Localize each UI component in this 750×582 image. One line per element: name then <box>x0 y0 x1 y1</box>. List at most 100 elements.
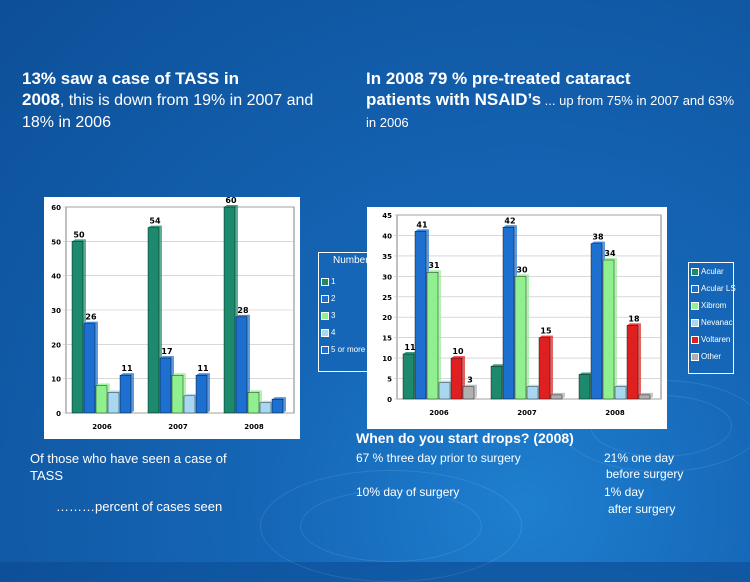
data-label: 60 <box>225 197 237 205</box>
bar-side <box>550 335 553 399</box>
bar <box>71 241 84 414</box>
bar <box>450 357 463 400</box>
bar <box>514 276 527 400</box>
data-label: 38 <box>592 233 604 242</box>
y-tick-label: 5 <box>387 376 392 384</box>
drops-title: When do you start drops? (2008) <box>356 430 574 446</box>
bar <box>159 357 172 414</box>
tass-cases-chart: 0 10 20 30 40 50 60 50 26 11 2006 54 17 11 2007 60 28 200… <box>44 197 300 439</box>
bar <box>402 353 415 400</box>
right-heading: In 2008 79 % pre-treated cataract patien… <box>366 68 736 133</box>
bar-top <box>148 225 162 228</box>
bar <box>171 375 184 414</box>
bar-top <box>539 335 553 338</box>
legend-label: 2 <box>331 294 336 303</box>
data-label: 11 <box>197 364 209 373</box>
bar-top <box>451 356 465 359</box>
bar-side <box>526 274 529 399</box>
bar <box>414 231 427 400</box>
bar-top <box>96 383 110 386</box>
x-tick-label: 2006 <box>429 409 449 417</box>
bar-top <box>160 356 174 359</box>
legend-swatch <box>691 318 699 327</box>
data-label: 26 <box>85 313 97 322</box>
bar-top <box>184 393 198 396</box>
data-label: 31 <box>428 261 440 270</box>
bar-top <box>627 323 641 326</box>
bar <box>550 394 563 400</box>
bar-top <box>224 205 238 207</box>
bar-top <box>463 384 477 387</box>
bar-side <box>474 384 477 399</box>
bar <box>614 386 627 400</box>
drops-day-of: 10% day of surgery <box>356 485 460 499</box>
bar <box>95 385 108 414</box>
bar <box>638 394 651 400</box>
bar-top <box>591 241 605 244</box>
left-heading-rest: , this is down from 19% in 2007 and 18% … <box>22 92 314 131</box>
legend-label: Acular LS <box>701 284 736 293</box>
left-heading-bold: 13% saw a case of TASS in <box>22 69 239 88</box>
data-label: 34 <box>604 249 616 258</box>
bar-top <box>196 373 210 376</box>
bar-side <box>247 314 250 413</box>
drops-three-day: 67 % three day prior to surgery <box>356 451 521 465</box>
legend-item: 4 <box>321 328 335 337</box>
legend-title: Number <box>333 255 369 266</box>
y-tick-label: 0 <box>387 396 392 404</box>
legend-item: Voltaren <box>691 335 730 344</box>
y-tick-label: 10 <box>51 376 61 384</box>
left-caption-line1: Of those who have seen a case of <box>30 451 227 466</box>
bar <box>235 316 248 414</box>
left-heading: 13% saw a case of TASS in 2008, this is … <box>22 68 342 133</box>
y-tick-label: 35 <box>382 253 392 261</box>
legend-item: Other <box>691 352 721 361</box>
data-label: 11 <box>404 343 416 352</box>
tass-cases-chart-svg: 0 10 20 30 40 50 60 50 26 11 2006 54 17 11 2007 60 28 200… <box>51 197 295 431</box>
bar-top <box>515 274 529 277</box>
x-tick-label: 2008 <box>244 423 264 431</box>
y-tick-label: 25 <box>382 294 392 302</box>
bar <box>223 206 236 414</box>
bar-side <box>614 257 617 399</box>
bar-top <box>72 239 86 242</box>
bar <box>259 402 272 414</box>
drops-after: 1% day <box>604 485 645 499</box>
bar-top <box>236 314 250 317</box>
bar-side <box>438 270 441 399</box>
bar-top <box>639 392 653 395</box>
data-label: 15 <box>540 327 552 336</box>
legend-swatch <box>691 301 699 310</box>
legend-label: 3 <box>331 311 336 320</box>
bar <box>147 227 160 414</box>
bar-top <box>272 397 286 400</box>
bar-top <box>84 321 98 324</box>
legend-label: Voltaren <box>701 335 731 344</box>
right-heading-bold: In 2008 79 % pre-treated cataract <box>366 69 631 88</box>
data-label: 18 <box>628 314 640 323</box>
legend-swatch <box>691 352 699 361</box>
legend-item: 5 or more <box>321 345 365 354</box>
bar-top <box>603 257 617 260</box>
legend-swatch <box>691 284 699 293</box>
legend-swatch <box>321 277 329 286</box>
legend-label: 1 <box>331 277 336 286</box>
bar-side <box>131 373 134 413</box>
bar-side <box>650 392 653 399</box>
number-legend: Number 1 2 3 4 5 or more <box>318 252 374 372</box>
bar-side <box>207 373 210 413</box>
bar <box>83 323 96 414</box>
bar-top <box>403 352 417 355</box>
bar-top <box>260 400 274 403</box>
bar <box>107 392 120 414</box>
legend-label: Nevanac <box>701 318 733 327</box>
bar-top <box>108 390 122 393</box>
bar-top <box>491 364 505 367</box>
bar-top <box>527 384 541 387</box>
data-label: 17 <box>161 347 172 356</box>
legend-item: Nevanac <box>691 318 733 327</box>
data-label: 50 <box>73 230 85 239</box>
bar-top <box>172 373 186 376</box>
y-tick-label: 40 <box>51 273 61 281</box>
legend-swatch <box>321 311 329 320</box>
